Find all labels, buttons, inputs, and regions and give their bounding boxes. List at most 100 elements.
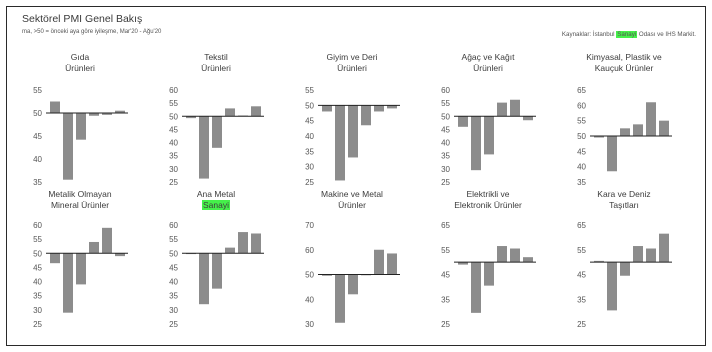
chart-title-line1: Elektrikli ve: [466, 189, 510, 199]
source-note: Kaynaklar: İstanbul Sanayi Odası ve IHS …: [562, 31, 696, 38]
bar: [335, 105, 345, 181]
bar: [63, 253, 73, 313]
bar: [458, 262, 468, 265]
bar: [458, 116, 468, 127]
y-tick-label: 35: [169, 152, 178, 161]
y-tick-label: 55: [169, 99, 178, 108]
y-tick-label: 65: [577, 86, 586, 95]
bar: [50, 253, 60, 264]
bar: [659, 120, 669, 136]
y-tick-label: 60: [169, 86, 178, 95]
bar: [387, 105, 397, 109]
y-tick-label: 60: [33, 221, 42, 230]
y-tick-label: 70: [305, 221, 314, 230]
bar: [374, 105, 384, 112]
bar: [335, 274, 345, 323]
chart-title-line2: Elektronik Ürünler: [454, 200, 522, 210]
bar: [659, 233, 669, 263]
y-tick-label: 35: [577, 295, 586, 304]
bar: [361, 105, 371, 126]
chart-title: Gıda Ürünleri: [15, 52, 145, 74]
bar: [76, 253, 86, 285]
chart-title-line1: Ağaç ve Kağıt: [461, 52, 515, 62]
y-tick-label: 50: [169, 112, 178, 121]
chart-title-line2: Mineral Ürünler: [50, 200, 110, 210]
chart-title-line2: Kauçuk Ürünler: [594, 63, 654, 73]
y-tick-label: 50: [305, 101, 314, 110]
bar: [348, 105, 358, 158]
chart-title: Kimyasal, Plastik ve Kauçuk Ürünler: [559, 52, 689, 74]
bar: [607, 262, 617, 311]
chart-title: Tekstil Ürünleri: [151, 52, 281, 74]
source-suffix: Odası ve IHS Markit.: [638, 31, 696, 38]
bar-chart: 25 30 35 40 45 50 55: [305, 86, 400, 187]
bar: [89, 113, 99, 116]
y-tick-label: 35: [305, 147, 314, 156]
y-tick-label: 25: [169, 178, 178, 187]
bar: [471, 262, 481, 313]
bar: [212, 116, 222, 148]
bar: [63, 113, 73, 180]
source-highlight: Sanayi: [616, 31, 638, 38]
chart-title-line2: Taşıtları: [609, 200, 639, 210]
y-tick-label: 45: [577, 147, 586, 156]
bar: [186, 116, 196, 119]
bar: [594, 260, 604, 263]
bar: [387, 253, 397, 275]
bar-chart: 25 30 35 40 45 50 55 60: [33, 221, 128, 329]
bar-chart: 25 35 45 55 65: [441, 221, 536, 329]
bar-chart: 25 30 35 40 45 50 55 60: [441, 86, 536, 187]
bar: [199, 116, 209, 179]
bar: [633, 246, 643, 263]
bar: [102, 113, 112, 115]
bar-chart: 35 40 45 50 55: [33, 86, 128, 187]
y-tick-label: 55: [441, 99, 450, 108]
y-tick-label: 45: [169, 263, 178, 272]
chart-title-line2: Ürünleri: [65, 63, 95, 73]
y-tick-label: 25: [441, 178, 450, 187]
y-tick-label: 35: [33, 178, 42, 187]
chart-title-line1: Ana Metal: [196, 189, 236, 199]
chart-title-line1: Tekstil: [204, 52, 228, 62]
y-tick-label: 25: [441, 320, 450, 329]
bar: [322, 105, 332, 112]
y-tick-label: 55: [33, 86, 42, 95]
chart-title: Makine ve Metal Ürünler: [287, 189, 417, 211]
bar: [251, 233, 261, 254]
bar: [348, 274, 358, 295]
y-tick-label: 50: [33, 109, 42, 118]
chart-title-line1: Gıda: [70, 52, 90, 62]
y-tick-label: 40: [33, 278, 42, 287]
source-prefix: Kaynaklar: İstanbul: [561, 31, 615, 38]
y-tick-label: 40: [33, 155, 42, 164]
y-tick-label: 35: [33, 292, 42, 301]
chart-title-line2: Ürünleri: [337, 63, 367, 73]
y-tick-label: 50: [441, 112, 450, 121]
y-tick-label: 55: [305, 86, 314, 95]
y-tick-label: 30: [33, 306, 42, 315]
y-tick-label: 40: [305, 295, 314, 304]
y-tick-label: 50: [305, 271, 314, 280]
chart-title-line1: Kara ve Deniz: [597, 189, 651, 199]
bar: [510, 99, 520, 117]
y-tick-label: 25: [169, 320, 178, 329]
y-tick-label: 30: [305, 320, 314, 329]
y-tick-label: 60: [169, 221, 178, 230]
bar: [497, 102, 507, 117]
bar: [607, 136, 617, 172]
bar: [633, 124, 643, 136]
chart-title-highlight: Sanayi: [202, 200, 230, 210]
y-tick-label: 40: [169, 139, 178, 148]
figure-subtitle: ma, >50 = önceki aya göre iyileşme, Mar'…: [22, 29, 162, 35]
bar: [484, 262, 494, 286]
y-tick-label: 25: [305, 178, 314, 187]
bar: [199, 253, 209, 305]
bar: [102, 227, 112, 254]
y-tick-label: 55: [441, 246, 450, 255]
chart-title: Elektrikli ve Elektronik Ürünler: [423, 189, 553, 211]
y-tick-label: 30: [169, 165, 178, 174]
y-tick-label: 55: [577, 117, 586, 126]
chart-title-line1: Metalik Olmayan: [48, 189, 112, 199]
y-tick-label: 50: [169, 249, 178, 258]
y-tick-label: 30: [305, 163, 314, 172]
